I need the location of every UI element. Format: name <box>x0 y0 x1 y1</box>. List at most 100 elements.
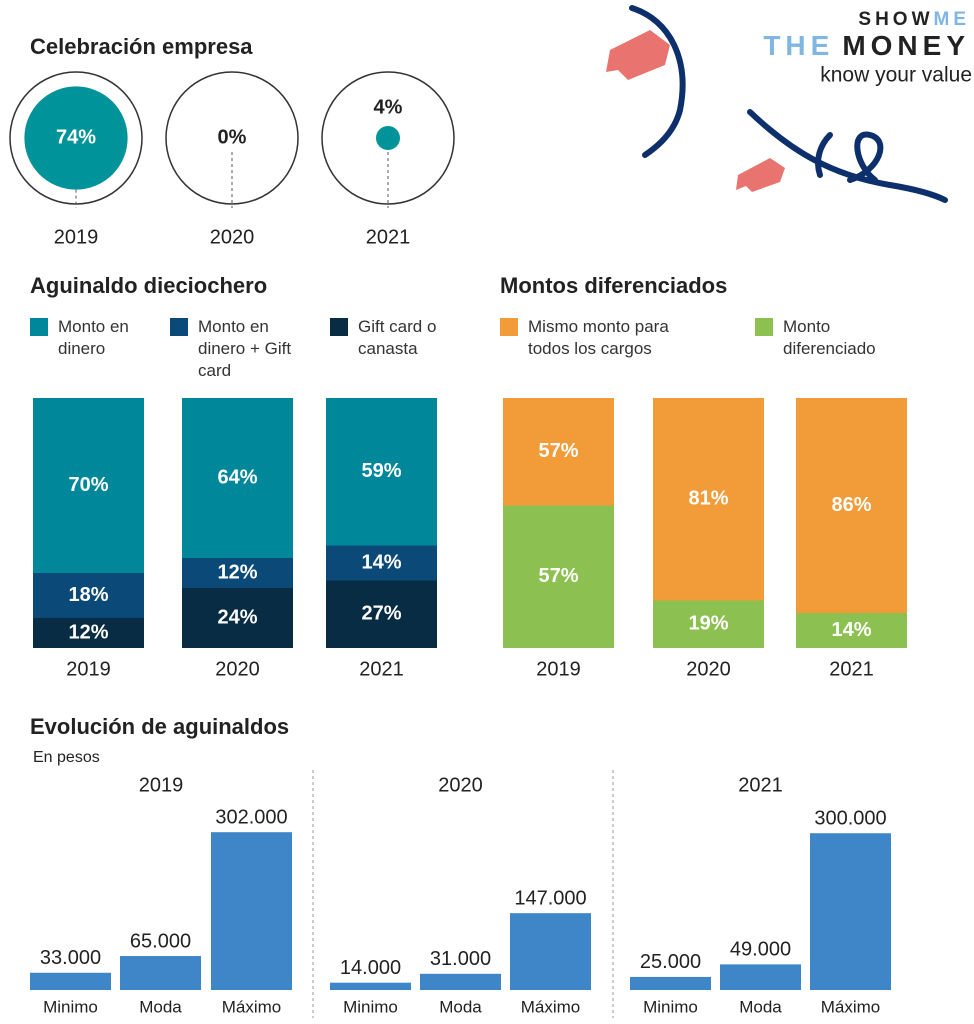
legend-swatch <box>500 318 518 336</box>
bar-segment <box>653 398 764 601</box>
x-tick-label: 2020 <box>210 226 255 248</box>
value-label: 25.000 <box>640 951 701 973</box>
value-label: 31.000 <box>430 948 491 970</box>
bar <box>420 973 501 990</box>
x-tick-label: 2020 <box>686 658 731 680</box>
x-tick-label: 2020 <box>215 658 260 680</box>
logo-money: MONEY <box>842 30 970 61</box>
value-label: 302.000 <box>215 806 287 828</box>
bar-segment <box>796 613 907 648</box>
bar-segment <box>653 600 764 648</box>
value-label: 14% <box>831 619 871 641</box>
value-label: 81% <box>688 488 728 510</box>
value-label: 65.000 <box>130 930 191 952</box>
bar-segment <box>182 588 293 648</box>
bubble <box>376 126 400 150</box>
x-tick-label: Máximo <box>821 997 881 1016</box>
bar-segment <box>326 580 437 648</box>
value-label: 147.000 <box>514 887 586 909</box>
x-tick-label: Moda <box>439 997 482 1016</box>
value-label: 74% <box>56 126 96 148</box>
legend-label: Mismo monto para todos los cargos <box>528 317 669 358</box>
bar <box>30 972 111 990</box>
value-label: 49.000 <box>730 939 791 961</box>
bar <box>630 976 711 990</box>
x-tick-label: 2021 <box>829 658 874 680</box>
value-label: 12% <box>68 621 108 643</box>
chart-title: Aguinaldo dieciochero <box>30 273 267 298</box>
legend-swatch <box>330 318 348 336</box>
x-tick-label: 2019 <box>536 658 581 680</box>
bar <box>510 913 591 990</box>
x-tick-label: Moda <box>139 997 182 1016</box>
x-tick-label: Moda <box>739 997 782 1016</box>
legend-swatch <box>755 318 773 336</box>
value-label: 14% <box>361 551 401 573</box>
bar-segment <box>33 398 144 573</box>
bar-segment <box>326 545 437 581</box>
value-label: 12% <box>217 561 257 583</box>
x-tick-label: Máximo <box>521 997 581 1016</box>
x-tick-label: 2021 <box>366 226 411 248</box>
bars <box>33 398 437 648</box>
x-tick-label: Minimo <box>43 997 98 1016</box>
bar <box>810 833 891 990</box>
x-tick-label: Minimo <box>643 997 698 1016</box>
x-tick-label: 2021 <box>359 658 404 680</box>
value-label: 59% <box>361 460 401 482</box>
panel-title: 2020 <box>438 774 483 796</box>
value-label: 24% <box>217 606 257 628</box>
legend-swatch <box>170 318 188 336</box>
bubble-outline <box>321 71 455 205</box>
bubble-outline <box>165 71 299 205</box>
legend-swatch <box>30 318 48 336</box>
legend-label: Monto diferenciado <box>783 317 876 358</box>
logo-line2: THE MONEY <box>763 30 970 61</box>
logo-me: ME <box>934 9 971 30</box>
value-label: 300.000 <box>814 808 886 830</box>
bubble <box>24 86 128 190</box>
x-tick-label: 2019 <box>54 226 99 248</box>
value-label: 57% <box>538 440 578 462</box>
bar-segment <box>796 398 907 613</box>
bar <box>720 964 801 990</box>
bar-segment <box>182 558 293 588</box>
bar <box>330 982 411 990</box>
legend-label: Gift card o canasta <box>358 317 437 358</box>
bars <box>503 398 907 648</box>
bar-segment <box>503 505 614 648</box>
value-label: 27% <box>361 603 401 625</box>
value-label: 70% <box>68 474 108 496</box>
bar-segment <box>326 398 437 546</box>
chart-title: Montos diferenciados <box>500 273 727 298</box>
logo-line1: SHOWME <box>858 9 970 30</box>
value-label: 64% <box>217 466 257 488</box>
x-tick-label: Minimo <box>343 997 398 1016</box>
bar-segment <box>33 573 144 618</box>
panel-title: 2019 <box>139 774 184 796</box>
value-label: 14.000 <box>340 957 401 979</box>
logo-the: THE <box>763 30 834 61</box>
value-label: 4% <box>374 96 403 118</box>
flower <box>606 30 785 192</box>
x-tick-label: 2019 <box>66 658 111 680</box>
logo-show: SHOW <box>858 9 933 30</box>
chart-title: Evolución de aguinaldos <box>30 714 289 739</box>
decoration <box>629 5 948 203</box>
value-label: 33.000 <box>40 947 101 969</box>
value-label: 57% <box>538 565 578 587</box>
value-label: 0% <box>218 126 247 148</box>
chart-title: Celebración empresa <box>30 34 253 59</box>
bar <box>120 956 201 990</box>
subtitle: En pesos <box>33 749 100 766</box>
legend-label: Monto en dinero <box>58 317 129 358</box>
x-tick-label: Máximo <box>222 997 282 1016</box>
bar-segment <box>503 398 614 506</box>
value-label: 86% <box>831 494 871 516</box>
logo-tagline: know your value <box>820 64 972 87</box>
bar <box>211 832 292 990</box>
panel-title: 2021 <box>738 774 783 796</box>
legend-label: Monto en dinero + Gift card <box>198 317 292 380</box>
